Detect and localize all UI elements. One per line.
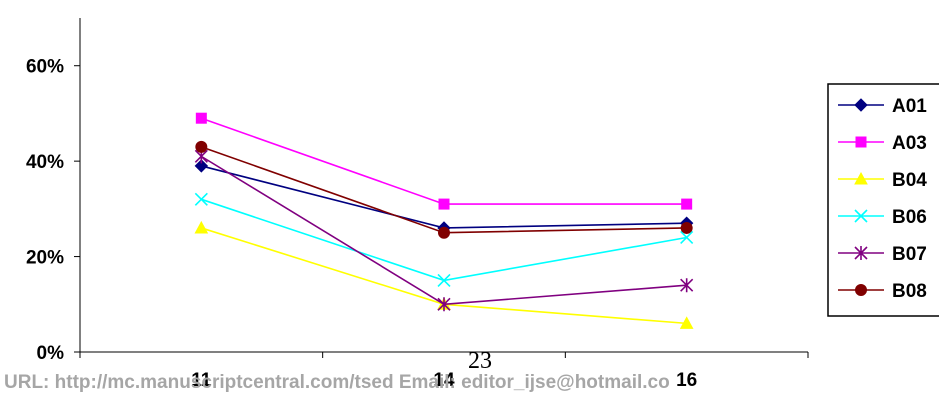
series-line [201,146,687,234]
x-marker [854,209,868,223]
triangle-marker [679,316,694,329]
footer-url-email: URL: http://mc.manuscriptcentral.com/tse… [4,372,670,392]
diamond-marker [854,98,868,112]
legend-item-b07: B07 [838,244,927,265]
triangle-marker [854,171,868,185]
x-tick-label: 14 [433,370,455,391]
legend-label: B04 [892,170,927,191]
series-line [201,117,687,205]
legend: A01 A03 B04 B06 B07 B08 [827,83,939,317]
legend-label: B07 [892,244,927,265]
y-tick-label: 0% [37,343,65,364]
circle-marker [195,140,208,153]
triangle-marker [194,220,209,234]
star-marker [437,297,451,312]
legend-item-a03: A03 [838,133,927,154]
legend-label: A01 [892,96,927,117]
circle-marker [438,226,450,239]
x-marker [680,230,694,245]
legend-item-b08: B08 [838,281,927,302]
x-marker [194,192,208,206]
axes: 0% 20% 40% 60% 11 14 16 [26,18,809,391]
legend-item-a01: A01 [838,96,927,117]
legend-item-b04: B04 [838,170,927,191]
legend-label: B08 [892,281,927,302]
y-tick-label: 60% [26,57,64,78]
series-b06 [194,192,694,287]
y-tick-label: 40% [26,152,64,173]
square-marker [195,112,207,124]
y-tick-label: 20% [26,248,64,269]
series-line [201,198,687,282]
x-tick-label: 11 [191,370,212,391]
star-marker [854,246,868,260]
legend-label: B06 [892,207,927,228]
series-a03 [195,112,693,210]
circle-marker [680,221,693,234]
x-marker [437,273,451,287]
series-b08 [195,140,693,239]
circle-marker [855,284,867,296]
legend-item-b06: B06 [838,207,927,228]
star-marker [680,278,694,293]
series-group [194,112,694,329]
legend-box [827,83,939,317]
x-tick-label: 16 [676,370,697,391]
square-marker [438,198,450,210]
series-line [201,165,687,229]
square-marker [681,198,693,210]
page-number: 23 [468,348,492,374]
square-marker [855,136,867,148]
legend-label: A03 [892,133,927,154]
diamond-marker [194,159,209,173]
series-b07 [194,149,694,312]
